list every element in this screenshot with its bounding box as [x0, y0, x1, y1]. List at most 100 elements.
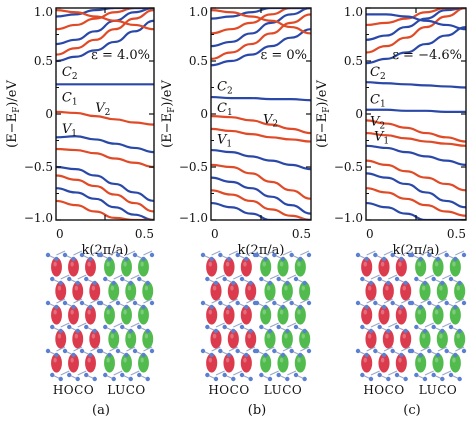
y-tick-label: −0.5: [334, 160, 363, 174]
lattice-atom: [272, 300, 277, 306]
lattice-atom: [377, 276, 382, 282]
y-tick-label: −1.0: [179, 211, 208, 225]
band-line: [56, 174, 154, 213]
lattice-atom: [373, 300, 378, 306]
orbital-lobe: [104, 353, 115, 373]
lattice-atom: [422, 328, 428, 334]
y-tick-label: 0: [355, 107, 363, 121]
lattice-atom: [111, 376, 116, 382]
y-tick-label: −1.0: [24, 211, 53, 225]
lattice-atom: [244, 256, 249, 262]
orbital-lobe: [240, 305, 252, 325]
lattice-atom: [213, 328, 219, 334]
band-line: [366, 187, 466, 217]
band-line: [211, 163, 311, 200]
lattice-bond: [56, 346, 66, 352]
band-label-c1: C1: [62, 90, 78, 107]
y-tick-label: 0.5: [34, 54, 53, 68]
lattice-bond: [126, 346, 136, 352]
lobe-highlight: [230, 285, 234, 291]
lattice-bond: [56, 298, 66, 304]
lattice-atom: [289, 300, 294, 306]
band-line: [211, 176, 311, 215]
lattice-atom: [239, 372, 245, 378]
lattice-bond: [215, 322, 225, 328]
x-tick-label: 0.5: [447, 227, 466, 241]
lobe-highlight: [301, 285, 306, 291]
lattice-bond: [126, 298, 136, 304]
lattice-atom: [409, 252, 415, 258]
lattice-atom: [62, 252, 68, 258]
lattice-bond: [228, 346, 238, 352]
lattice-bond: [442, 322, 452, 328]
lattice-atom: [209, 256, 214, 262]
lattice-atom: [293, 372, 299, 378]
lattice-atom: [231, 376, 236, 382]
lattice-atom: [285, 376, 290, 382]
lattice-bond: [437, 298, 447, 304]
lattice-atom: [205, 276, 210, 282]
lattice-bond: [73, 346, 83, 352]
lobe-highlight: [106, 357, 110, 363]
lattice-atom: [418, 256, 423, 262]
lobe-highlight: [402, 333, 407, 339]
lobe-highlight: [87, 309, 91, 315]
band-line: [366, 13, 466, 31]
lattice-atom: [244, 352, 249, 358]
lattice-bond: [282, 346, 292, 352]
lattice-bond: [73, 298, 83, 304]
orbital-lobe: [281, 281, 293, 301]
lattice-atom: [276, 372, 281, 378]
lattice-bond: [455, 346, 465, 352]
lattice-atom: [137, 324, 142, 330]
lattice-bond: [126, 250, 136, 256]
orbital-lobe: [68, 305, 79, 325]
lattice-atom: [222, 372, 227, 378]
y-tick-label: 1.0: [344, 5, 363, 19]
lattice-atom: [276, 324, 281, 330]
orbital-lobe: [415, 353, 427, 373]
lattice-atom: [360, 324, 365, 330]
lattice-bond: [109, 346, 119, 352]
lattice-atom: [235, 348, 240, 354]
lattice-atom: [427, 252, 432, 258]
lattice-atom: [84, 372, 89, 378]
lattice-atom: [390, 252, 395, 258]
lattice-atom: [149, 252, 155, 258]
lattice-bond: [370, 370, 380, 376]
orbital-lobe: [294, 257, 306, 277]
lobe-highlight: [247, 285, 252, 291]
lattice-atom: [75, 376, 80, 382]
orbital-lobe: [142, 281, 154, 301]
lattice-atom: [259, 324, 264, 330]
lobe-highlight: [456, 285, 461, 291]
lattice-bond: [228, 298, 238, 304]
lattice-atom: [79, 300, 85, 306]
lattice-atom: [422, 280, 428, 286]
lattice-bond: [228, 250, 238, 256]
lobe-highlight: [380, 309, 385, 315]
orbital-lobe: [138, 353, 149, 373]
band-line: [211, 28, 311, 67]
lobe-highlight: [279, 357, 284, 363]
band-line: [56, 135, 154, 154]
lobe-highlight: [110, 285, 115, 291]
lattice-atom: [254, 252, 260, 258]
lattice-atom: [45, 348, 51, 354]
lattice-atom: [50, 276, 55, 282]
lattice-bond: [143, 298, 153, 304]
orbital-lobe: [245, 281, 257, 301]
lattice-bond: [211, 298, 221, 304]
orbital-lobe: [299, 281, 311, 301]
lattice-bond: [233, 370, 243, 376]
lobe-highlight: [398, 261, 402, 267]
lobe-highlight: [297, 309, 301, 315]
lattice-atom: [381, 352, 387, 358]
lattice-atom: [386, 328, 391, 334]
band-line: [366, 81, 466, 89]
lobe-highlight: [402, 285, 407, 291]
lobe-highlight: [297, 357, 301, 363]
lobe-highlight: [363, 357, 368, 363]
lattice-atom: [418, 304, 423, 310]
